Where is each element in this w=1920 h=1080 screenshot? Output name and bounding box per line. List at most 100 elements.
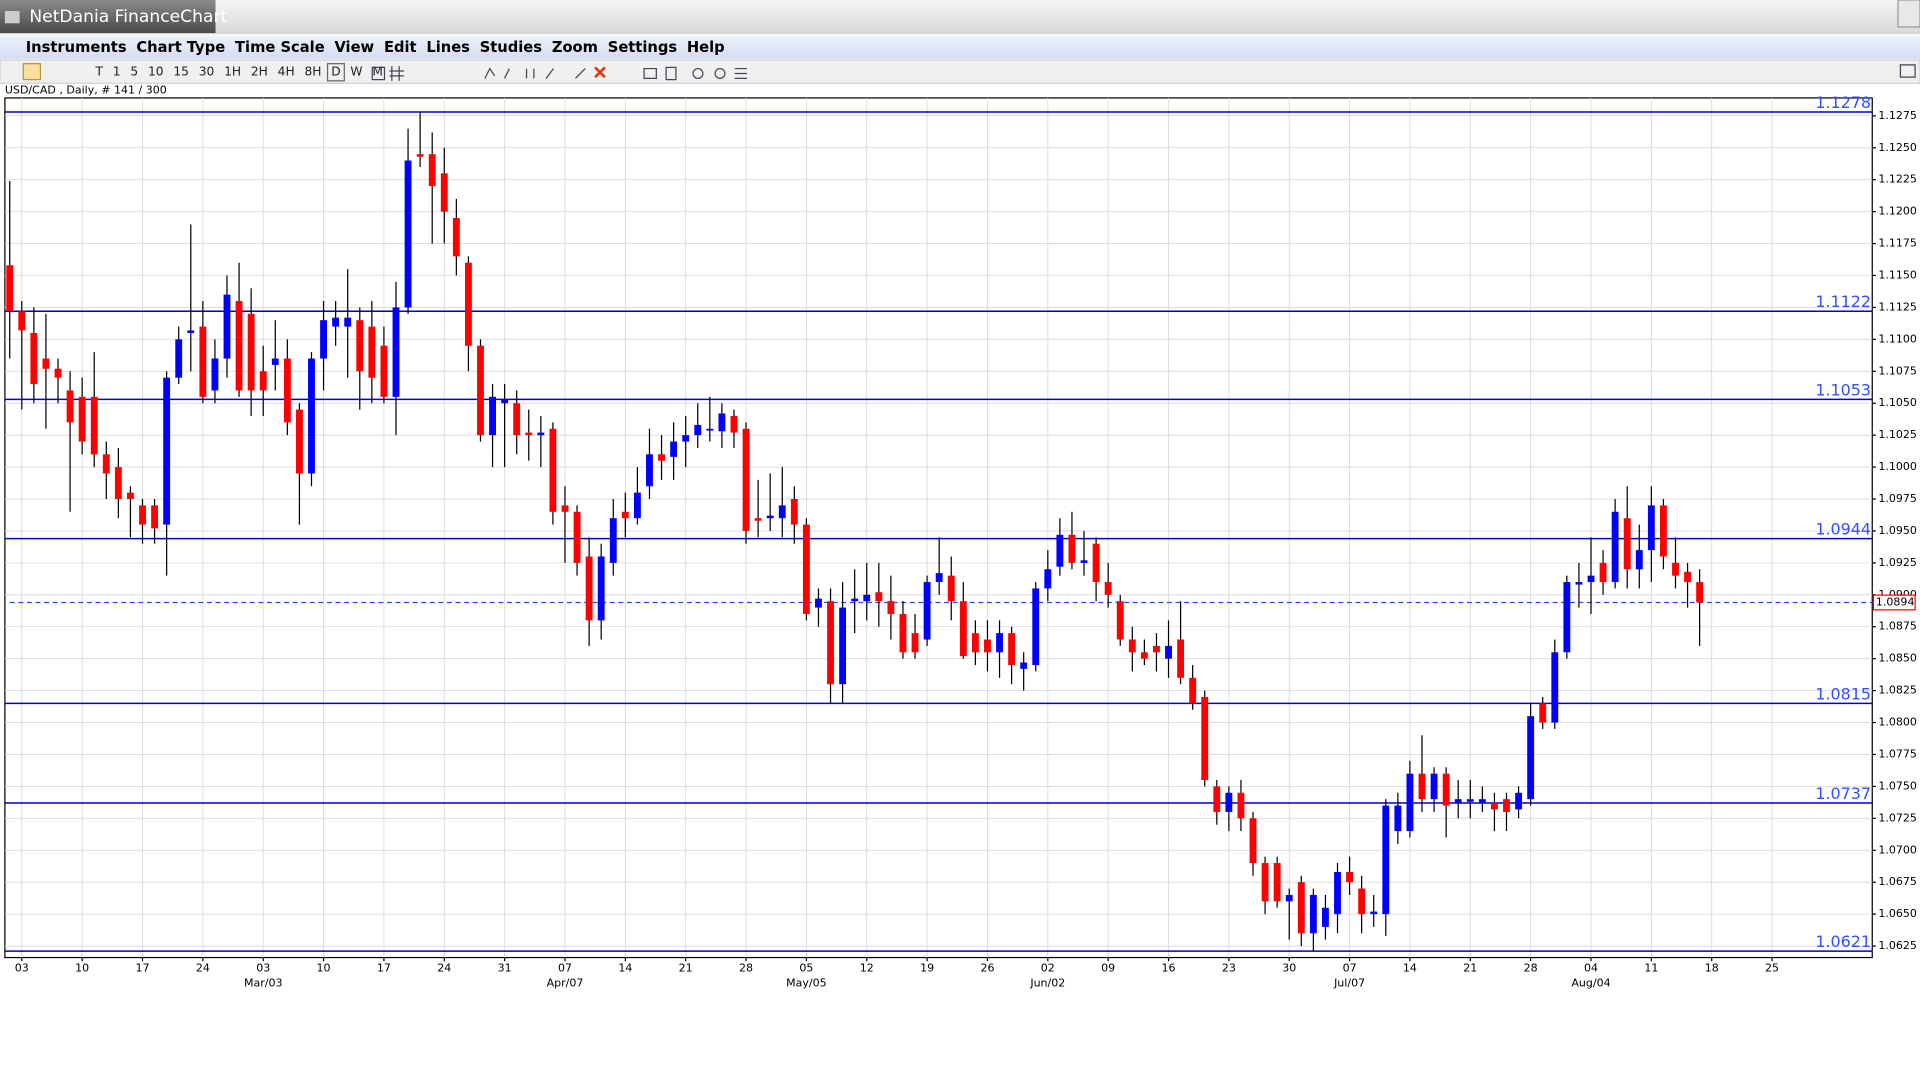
toolbar-icon[interactable] bbox=[594, 66, 606, 79]
x-tick-label: 03 bbox=[256, 962, 270, 975]
month-label: May/05 bbox=[786, 976, 827, 989]
menu-item[interactable]: Settings bbox=[608, 39, 678, 56]
candle-body bbox=[839, 607, 847, 685]
candle-body bbox=[621, 511, 629, 519]
x-tick-label: 07 bbox=[1343, 962, 1357, 975]
interval-button[interactable]: M bbox=[372, 65, 383, 79]
candle-body bbox=[477, 345, 484, 436]
candle-body bbox=[1285, 894, 1293, 902]
candle-body bbox=[247, 313, 255, 391]
y-tick-label: 1.0700 bbox=[1878, 843, 1917, 856]
x-tick-label: 30 bbox=[1282, 962, 1296, 975]
level-label: 1.0737 bbox=[1815, 784, 1871, 803]
candle-body bbox=[694, 424, 702, 436]
title-tab bbox=[0, 0, 216, 34]
toolbar bbox=[0, 59, 1920, 84]
interval-button[interactable]: D bbox=[331, 65, 340, 79]
candle-body bbox=[1672, 562, 1679, 576]
candle-body bbox=[489, 396, 496, 436]
menu-item[interactable]: Time Scale bbox=[235, 39, 325, 56]
y-tick-label: 1.1125 bbox=[1878, 300, 1917, 313]
candle-body bbox=[1466, 799, 1474, 802]
interval-button[interactable]: 8H bbox=[304, 65, 321, 79]
interval-button[interactable]: 30 bbox=[199, 65, 215, 79]
candle-body bbox=[187, 330, 195, 333]
candle-body bbox=[790, 499, 798, 525]
candle-body bbox=[344, 317, 352, 327]
x-tick-label: 16 bbox=[1162, 962, 1176, 975]
interval-button[interactable]: W bbox=[350, 65, 362, 79]
candle-body bbox=[464, 262, 472, 346]
candle-body bbox=[1104, 582, 1112, 595]
interval-button[interactable]: 1H bbox=[224, 65, 241, 79]
menu-item[interactable]: Edit bbox=[384, 39, 417, 56]
candle-body bbox=[935, 573, 943, 583]
toolbar-icon[interactable] bbox=[1899, 64, 1916, 78]
interval-button[interactable]: 15 bbox=[173, 65, 189, 79]
menu-item[interactable]: Lines bbox=[426, 39, 470, 56]
x-tick-label: 18 bbox=[1705, 962, 1719, 975]
y-tick-label: 1.1275 bbox=[1878, 109, 1917, 122]
y-tick-label: 1.1200 bbox=[1878, 205, 1917, 218]
y-tick-label: 1.0875 bbox=[1878, 620, 1917, 633]
menu-item[interactable]: View bbox=[334, 39, 374, 56]
month-label: Mar/03 bbox=[244, 976, 283, 989]
symbol-info: USD/CAD , Daily, # 141 / 300 bbox=[5, 84, 167, 97]
menu: Instruments Chart Type Time Scale View Edit L… bbox=[26, 39, 725, 56]
candle-tool[interactable] bbox=[22, 63, 42, 81]
candle-body bbox=[984, 639, 991, 653]
candle-body bbox=[1322, 907, 1329, 927]
candle-body bbox=[78, 396, 86, 442]
level-label: 1.1278 bbox=[1815, 93, 1871, 112]
toolbar-icon[interactable] bbox=[371, 66, 405, 81]
interval-button[interactable]: T bbox=[95, 65, 104, 79]
menu-item[interactable]: Chart Type bbox=[136, 39, 225, 56]
candle-body bbox=[102, 454, 110, 474]
y-tick-label: 1.0725 bbox=[1878, 811, 1917, 824]
menu-item[interactable]: Zoom bbox=[552, 39, 598, 56]
candle-body bbox=[1370, 911, 1378, 915]
candle-body bbox=[947, 575, 955, 602]
candle-body bbox=[959, 601, 967, 657]
candle-body bbox=[754, 518, 762, 521]
interval-button[interactable]: 1 bbox=[113, 65, 121, 79]
menu-item[interactable]: Help bbox=[687, 39, 725, 56]
x-tick-label: 14 bbox=[618, 962, 632, 975]
candle-body bbox=[66, 390, 74, 423]
menu-item[interactable]: Studies bbox=[480, 39, 543, 56]
x-tick-label: 11 bbox=[1644, 962, 1658, 975]
candle-body bbox=[1225, 792, 1233, 812]
candle-body bbox=[1297, 882, 1305, 934]
window-button[interactable] bbox=[1897, 0, 1920, 28]
toolbar-icons bbox=[371, 64, 1916, 81]
candle-body bbox=[452, 218, 460, 257]
interval-button[interactable]: 5 bbox=[130, 65, 138, 79]
interval-button[interactable]: 2H bbox=[251, 65, 268, 79]
candle-body bbox=[1092, 543, 1100, 583]
candle-body bbox=[670, 441, 678, 457]
toolbar-icon[interactable] bbox=[484, 67, 586, 79]
x-tick-label: 19 bbox=[920, 962, 934, 975]
candle-body bbox=[1153, 645, 1160, 653]
candle-body bbox=[1647, 505, 1655, 551]
toolbar-icon[interactable] bbox=[643, 66, 747, 81]
y-tick-label: 1.0975 bbox=[1878, 492, 1917, 505]
candle-body bbox=[440, 173, 448, 212]
interval-tools: T 1 5 10 15 30 1H 2H 4H 8H D W M bbox=[95, 63, 383, 82]
window-title: NetDania FinanceChart bbox=[29, 7, 227, 27]
interval-button[interactable]: 4H bbox=[278, 65, 295, 79]
candle-body bbox=[1032, 588, 1040, 666]
y-tick-label: 1.0625 bbox=[1878, 939, 1917, 952]
candle-body bbox=[1116, 601, 1124, 640]
interval-button[interactable]: 10 bbox=[148, 65, 164, 79]
candle-body bbox=[163, 377, 171, 525]
candle-body bbox=[320, 320, 327, 359]
candle-body bbox=[1334, 871, 1341, 915]
candle-body bbox=[899, 613, 907, 653]
x-tick-label: 12 bbox=[860, 962, 874, 975]
title-bar bbox=[0, 0, 1920, 35]
candle-body bbox=[682, 435, 690, 442]
menu-item[interactable]: Instruments bbox=[26, 39, 127, 56]
candle-body bbox=[404, 160, 412, 308]
